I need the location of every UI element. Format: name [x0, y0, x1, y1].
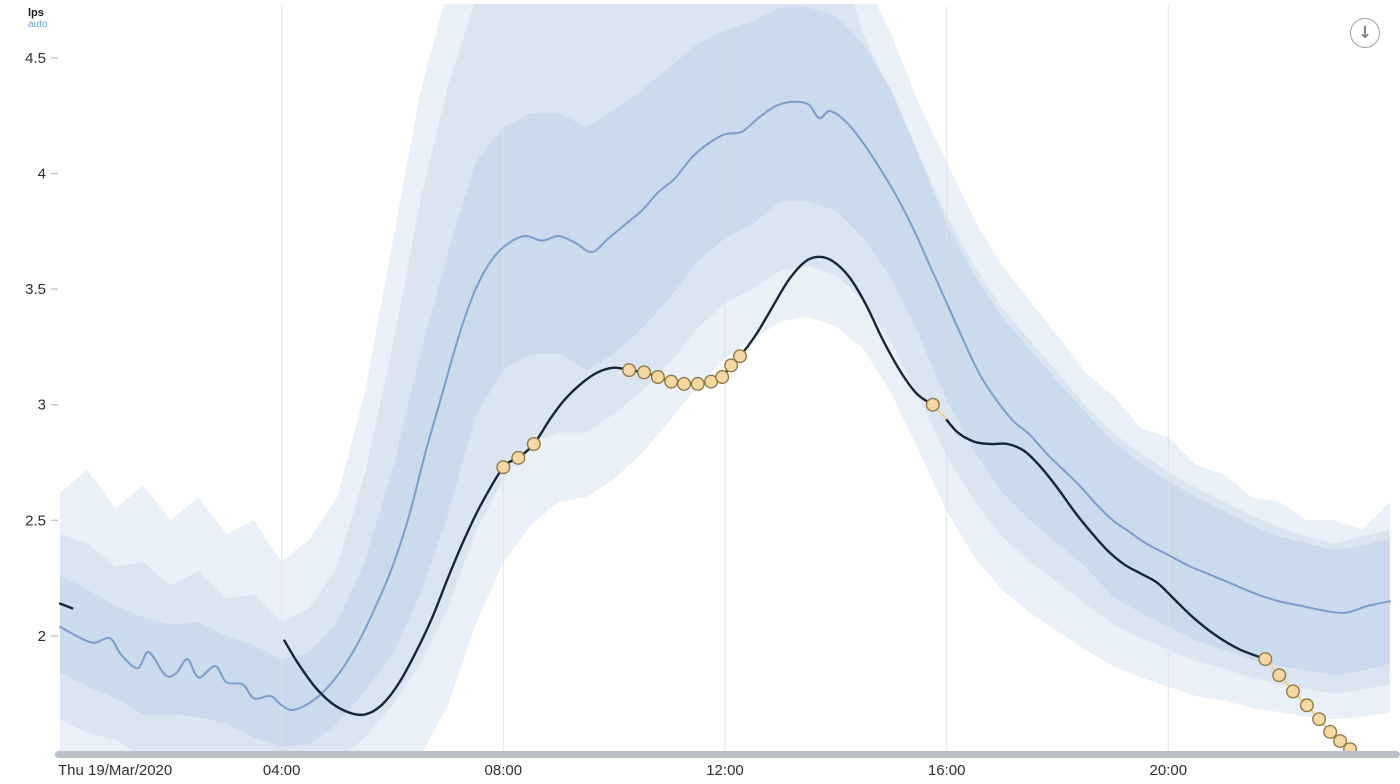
anomaly-dot[interactable] — [664, 374, 679, 389]
confidence-band-inner — [60, 7, 1390, 747]
anomaly-dot[interactable] — [650, 370, 665, 385]
actual-line — [944, 417, 1267, 661]
anomaly-dot[interactable] — [1312, 712, 1327, 727]
download-icon: ↓ — [1357, 23, 1373, 43]
anomaly-dot[interactable] — [496, 460, 511, 475]
download-button[interactable]: ↓ — [1350, 18, 1380, 48]
y-tick-label: 2.5 — [25, 512, 46, 529]
x-tick-label: 16:00 — [928, 762, 966, 779]
x-tick-label: 08:00 — [485, 762, 523, 779]
x-tick-label: 20:00 — [1150, 762, 1188, 779]
y-tick-label: 3 — [38, 397, 46, 414]
y-tick-label: 4 — [38, 166, 46, 183]
anomaly-dot[interactable] — [1285, 684, 1300, 699]
anomaly-dot[interactable] — [724, 358, 739, 373]
anomaly-dot[interactable] — [1333, 734, 1348, 749]
anomaly-dot[interactable] — [622, 363, 637, 378]
x-tick-label: 04:00 — [263, 762, 301, 779]
y-axis-unit-block: lps auto — [28, 7, 47, 30]
anomaly-dot[interactable] — [715, 370, 730, 385]
x-tick-label: 12:00 — [706, 762, 744, 779]
axis-scale-mode-toggle[interactable]: auto — [28, 19, 48, 31]
x-tick-label: Thu 19/Mar/2020 — [58, 762, 172, 779]
anomaly-dot[interactable] — [511, 450, 526, 465]
anomaly-dot[interactable] — [690, 376, 705, 391]
anomaly-dot[interactable] — [677, 376, 692, 391]
anomaly-dot[interactable] — [1323, 724, 1338, 739]
anomaly-dot[interactable] — [526, 437, 541, 452]
anomaly-dot[interactable] — [1299, 698, 1314, 713]
y-tick-label: 3.5 — [25, 281, 46, 298]
y-tick-label: 2 — [38, 628, 46, 645]
expected-line — [59, 100, 1391, 711]
anomaly-dot[interactable] — [733, 349, 748, 364]
y-tick-label: 4.5 — [25, 50, 46, 67]
anomaly-dot[interactable] — [637, 365, 652, 380]
anomaly-dot[interactable] — [1272, 668, 1287, 683]
horizontal-scrollbar[interactable] — [55, 751, 1400, 758]
anomaly-dot[interactable] — [925, 397, 940, 412]
anomaly-dot[interactable] — [1258, 652, 1273, 667]
actual-line — [58, 602, 74, 610]
y-axis-unit-label: lps — [28, 7, 44, 19]
